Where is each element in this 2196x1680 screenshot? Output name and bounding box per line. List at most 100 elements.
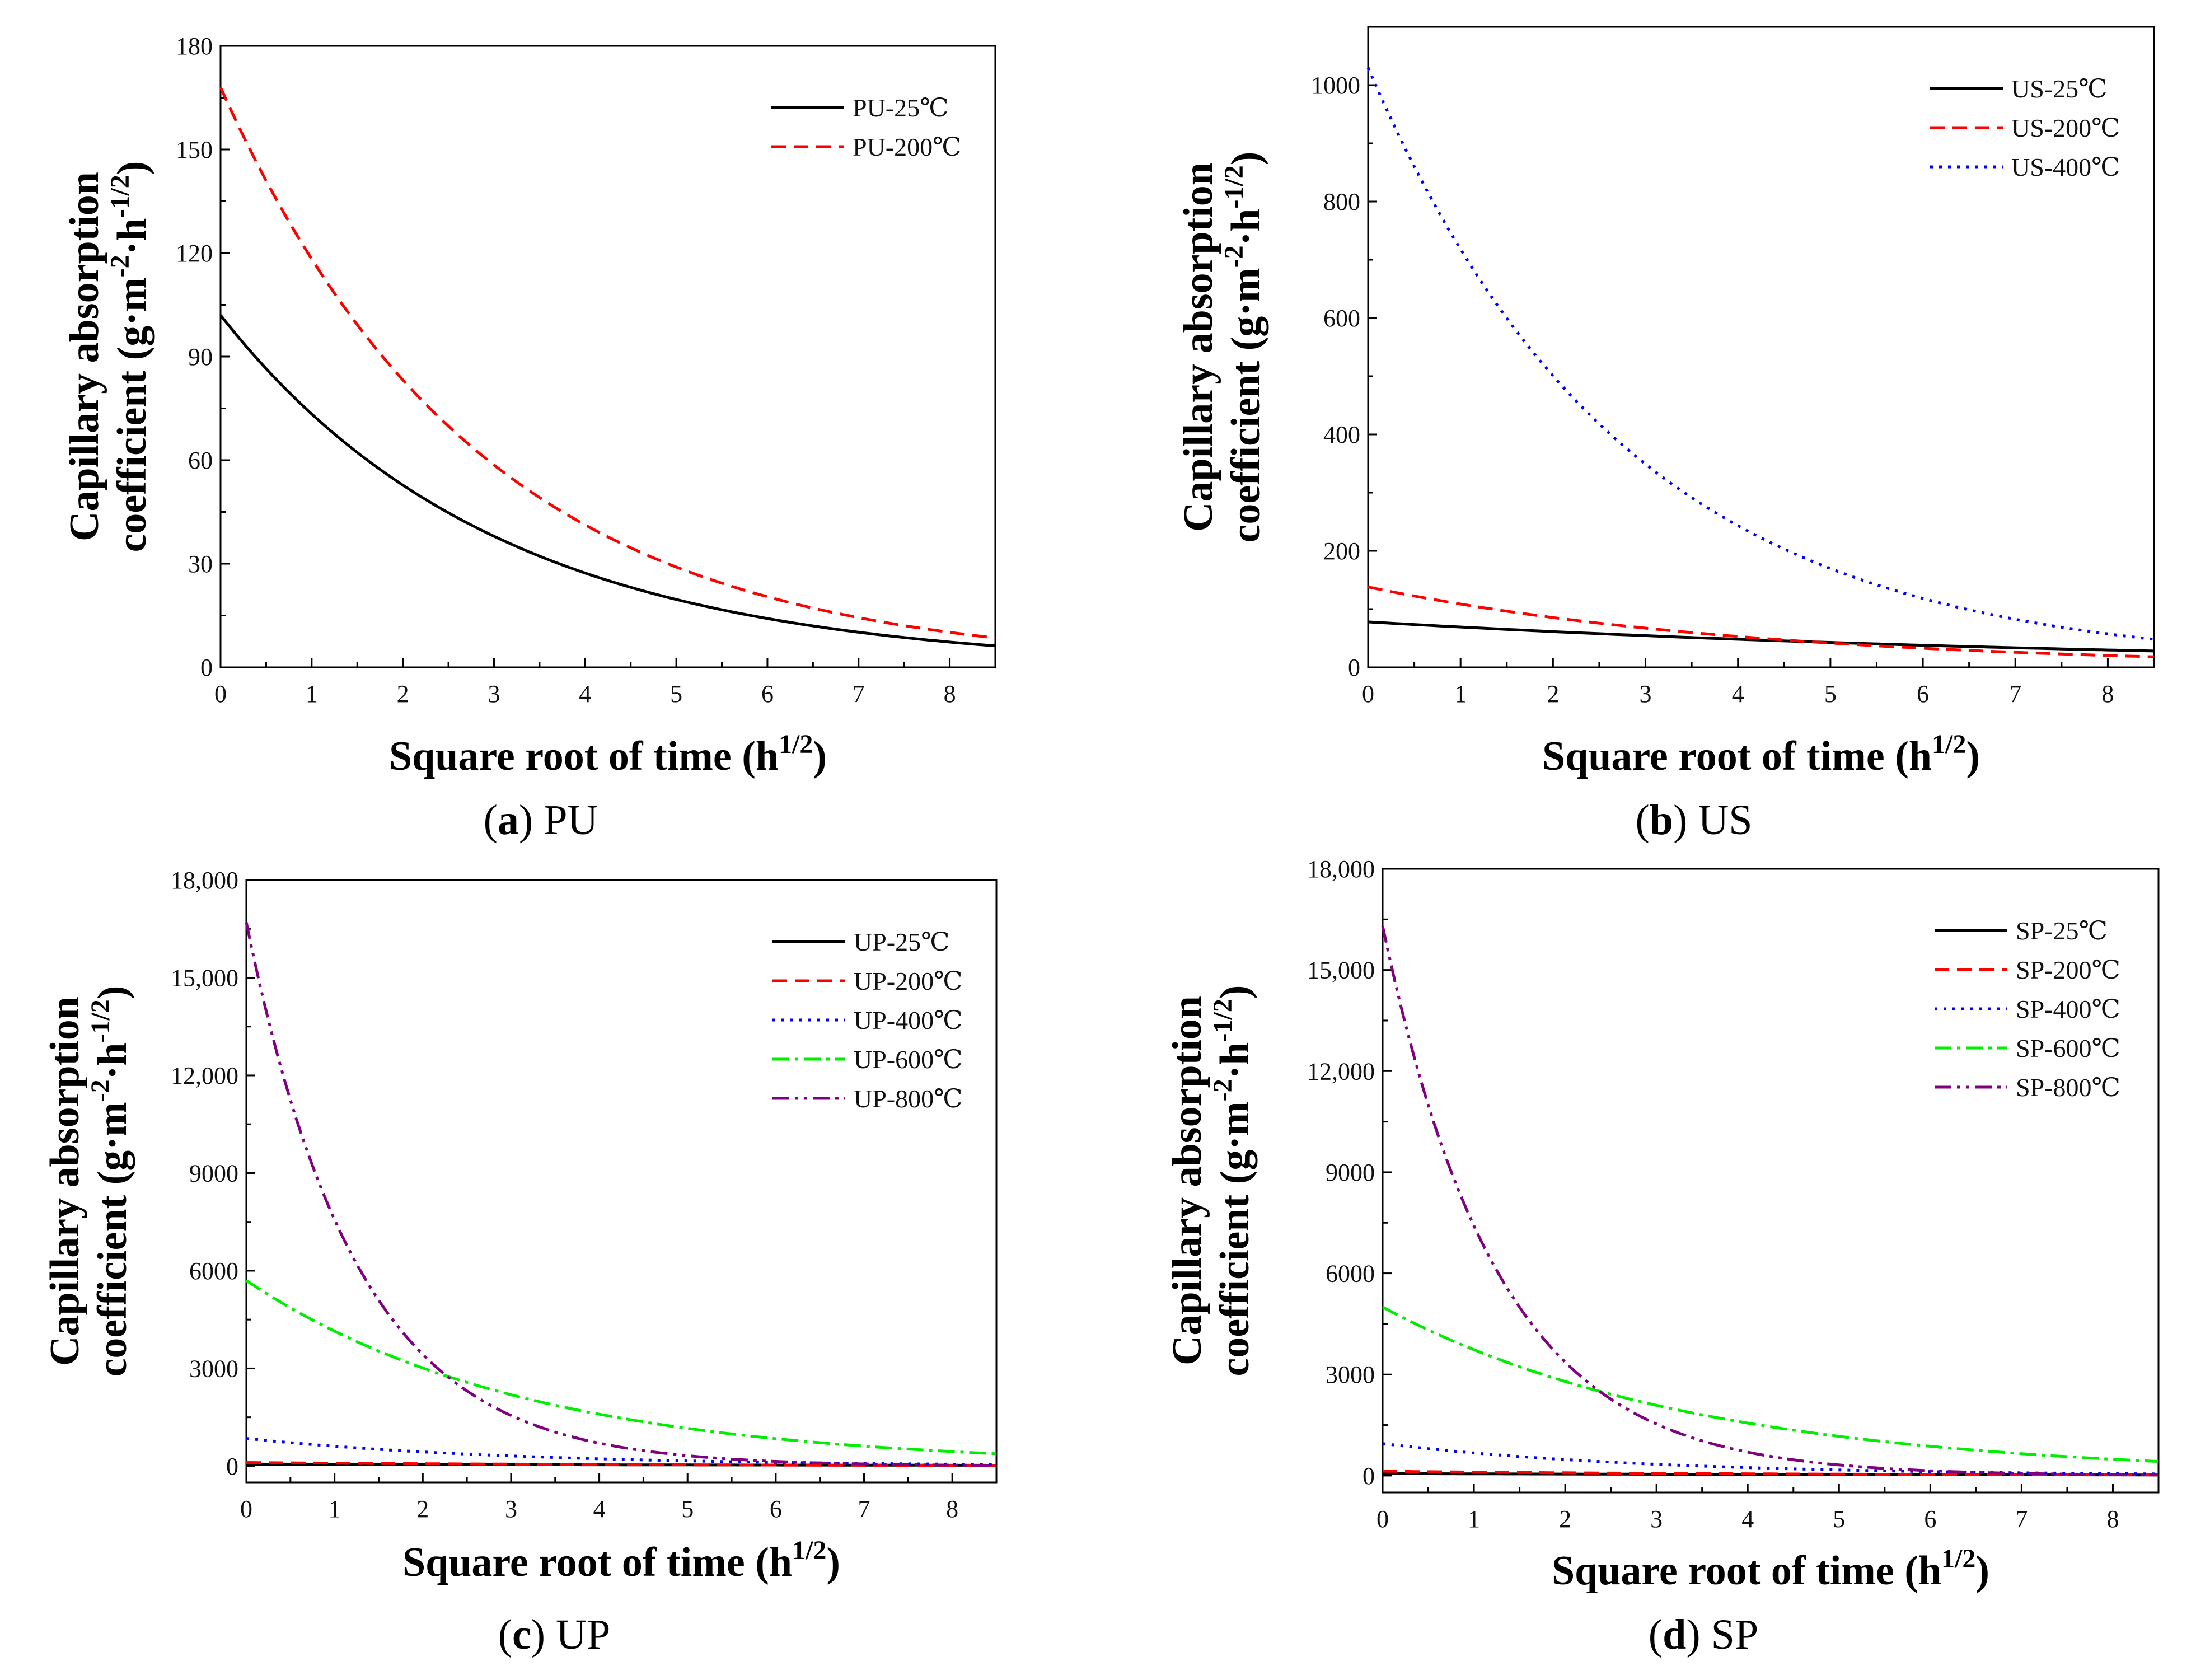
x-tick-label: 0 [1376,1505,1389,1533]
x-tick-label: 1 [306,680,318,708]
plot-frame [245,879,998,1484]
series-line-4 [1381,925,2159,1477]
x-axis-title: Square root of time (h1/2) [402,1536,840,1585]
x-tick-label: 4 [1741,1505,1754,1533]
y-tick-label: 15,000 [171,964,238,991]
x-tick-label: 5 [1833,1505,1845,1533]
legend-label: SP-600℃ [2016,1034,2120,1063]
plot-frame [1382,868,2160,1494]
x-tick-label: 0 [214,680,227,708]
y-tick-label: 400 [1323,421,1360,448]
x-tick-label: 5 [1824,680,1837,708]
y-tick-label: 0 [226,1453,238,1480]
x-tick-label: 3 [1650,1505,1663,1533]
panel-c: 0 3000 6000 9000 12,000 15,000 18,000 0 1 2 3 4 5 6 7 8… [42,867,998,1658]
y-tick-label: 0 [1348,654,1360,681]
x-tick-label: 5 [681,1495,694,1523]
x-tick-label: 1 [329,1495,341,1523]
series-line-3 [245,1279,997,1456]
legend-label: SP-200℃ [2016,956,2120,984]
legend-label: UP-400℃ [854,1006,963,1035]
y-tick-label: 800 [1323,188,1360,216]
panel-caption: (c) UP [498,1611,611,1658]
legend-label: UP-800℃ [854,1084,963,1113]
y-tick-label: 180 [176,32,213,60]
x-axis-title: Square root of time (h1/2) [1542,729,1980,779]
x-tick-label: 6 [1917,680,1929,708]
panel-b: 0 200 400 600 800 1000 0 1 2 3 4 5 6 7 8 US-25℃ US-200℃ U… [1176,26,2155,844]
legend-label: UP-25℃ [854,928,950,956]
series-line-2 [246,1437,997,1466]
y-tick-label: 150 [176,136,213,163]
legend-label: PU-200℃ [853,133,962,161]
legend-label: UP-600℃ [854,1045,963,1074]
legend-label: US-25℃ [2011,74,2108,103]
y-axis-title-line2: coefficient (g·m-2·h-1/2) [1219,152,1269,543]
x-axis-title: Square root of time (h1/2) [1552,1544,1989,1594]
x-tick-label: 3 [505,1495,517,1523]
y-tick-label: 0 [200,654,213,681]
series-line-0 [1368,620,2155,653]
panel-caption: (d) SP [1649,1611,1758,1658]
plot-frame [1367,26,2155,668]
series-line-1 [1382,1470,2158,1477]
x-tick-label: 0 [1362,680,1374,708]
y-tick-label: 12,000 [1307,1057,1375,1085]
x-tick-label: 6 [1924,1505,1936,1533]
legend-label: US-400℃ [2011,153,2120,181]
series-line-4 [245,922,997,1467]
series-line-0 [219,314,996,648]
y-tick-label: 200 [1323,537,1360,565]
y-tick-label: 1000 [1311,72,1360,99]
x-tick-label: 7 [853,680,865,708]
legend-label: SP-25℃ [2016,916,2108,945]
y-tick-label: 12,000 [171,1062,238,1089]
x-tick-label: 6 [770,1495,782,1523]
x-tick-label: 3 [488,680,500,708]
x-tick-label: 2 [416,1495,429,1523]
y-tick-label: 18,000 [171,867,238,894]
y-tick-label: 6000 [1326,1260,1375,1288]
panel-caption: (b) US [1635,797,1752,844]
y-tick-label: 9000 [1326,1159,1375,1186]
legend-label: UP-200℃ [854,967,963,995]
y-axis-title-line1: Capillary absorption [42,996,88,1366]
y-tick-label: 600 [1323,305,1360,332]
panel-d: 0 3000 6000 9000 12,000 15,000 18,000 0 1 2 3 4 5 6 7 8… [1164,855,2160,1658]
y-tick-label: 60 [188,447,213,474]
y-axis-title-line1: Capillary absorption [1164,996,1210,1365]
x-tick-label: 8 [2101,680,2114,708]
y-tick-label: 3000 [189,1355,238,1382]
y-tick-label: 15,000 [1307,957,1375,984]
x-tick-label: 3 [1640,680,1652,708]
x-tick-label: 7 [2015,1505,2028,1533]
x-tick-label: 2 [1547,680,1559,708]
x-tick-label: 2 [1559,1505,1571,1533]
x-tick-label: 8 [944,680,956,708]
x-tick-label: 1 [1454,680,1467,708]
x-tick-label: 0 [240,1495,252,1523]
x-tick-label: 4 [1732,680,1744,708]
y-axis-title-line2: coefficient (g·m-2·h-1/2) [86,986,135,1377]
x-tick-label: 7 [2009,680,2021,708]
y-tick-label: 90 [188,343,213,371]
y-tick-label: 18,000 [1307,855,1375,883]
panel-caption: (a) PU [484,797,598,844]
legend-label: SP-400℃ [2016,995,2120,1023]
x-tick-label: 8 [946,1495,958,1523]
x-tick-label: 8 [2106,1505,2119,1533]
series-line-3 [1382,1305,2159,1463]
x-tick-label: 4 [579,680,591,708]
y-axis-title-line1: Capillary absorption [62,172,107,541]
x-tick-label: 1 [1468,1505,1480,1533]
series-line-2 [1382,1442,2159,1476]
x-tick-label: 4 [593,1495,606,1523]
y-axis-title-line2: coefficient (g·m-2·h-1/2) [1208,985,1258,1377]
legend-label: PU-25℃ [853,93,949,122]
series-line-1 [1368,586,2155,658]
y-tick-label: 30 [188,550,213,578]
x-tick-label: 6 [761,680,774,708]
series-line-1 [246,1461,997,1467]
x-axis-title: Square root of time (h1/2) [389,729,827,779]
